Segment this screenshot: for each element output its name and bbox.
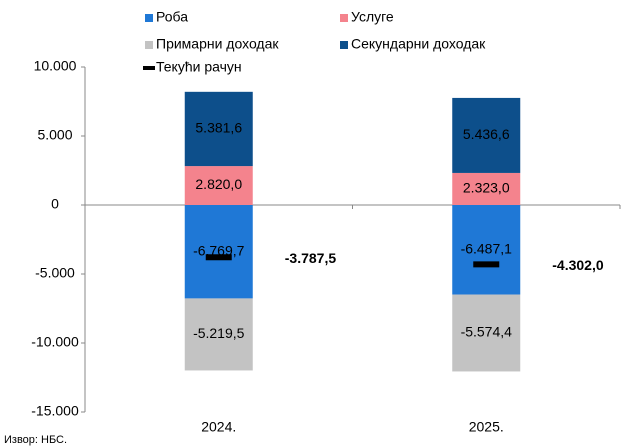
bar-label: -5.574,4 [461, 324, 513, 340]
legend-label: Текући рачун [156, 59, 242, 75]
bar-label: 2.820,0 [195, 176, 242, 192]
current-account-marker [205, 254, 232, 261]
bar-segment [452, 172, 521, 205]
x-tick-label: 2025. [469, 419, 504, 435]
legend-label: Секундарни доходак [351, 36, 486, 52]
bar-segment [184, 166, 253, 205]
legend-marker [143, 66, 155, 70]
legend-label: Услуге [351, 9, 394, 25]
bar-label: -6.487,1 [461, 240, 513, 256]
bar-label: 5.436,6 [463, 126, 510, 142]
bar-label: -5.219,5 [193, 325, 245, 341]
legend-swatch [145, 14, 153, 22]
legend-label: Роба [156, 9, 188, 25]
legend-swatch [145, 41, 153, 49]
bar-segment [184, 91, 253, 167]
source-note: Извор: НБС. [4, 434, 67, 446]
bar-segment [452, 97, 521, 173]
bar-segment [452, 205, 521, 295]
current-account-marker [473, 261, 500, 268]
current-account-label: -3.787,5 [285, 250, 337, 266]
legend-swatch [340, 14, 348, 22]
legend-label: Примарни доходак [156, 36, 279, 52]
bar-label: 2.323,0 [463, 180, 510, 196]
y-tick-label: -10.000 [31, 334, 79, 350]
y-tick-label: -5.000 [35, 265, 75, 281]
bar-segment [184, 298, 253, 371]
y-tick-label: -15.000 [31, 403, 79, 419]
current-account-label: -4.302,0 [552, 257, 604, 273]
y-tick-label: 5.000 [37, 127, 72, 143]
bar-segment [184, 205, 253, 299]
legend-swatch [340, 41, 348, 49]
bar-label: 5.381,6 [195, 120, 242, 136]
x-tick-label: 2024. [201, 419, 236, 435]
y-tick-label: 0 [51, 196, 59, 212]
y-tick-label: 10.000 [34, 58, 77, 74]
bar-segment [452, 294, 521, 372]
